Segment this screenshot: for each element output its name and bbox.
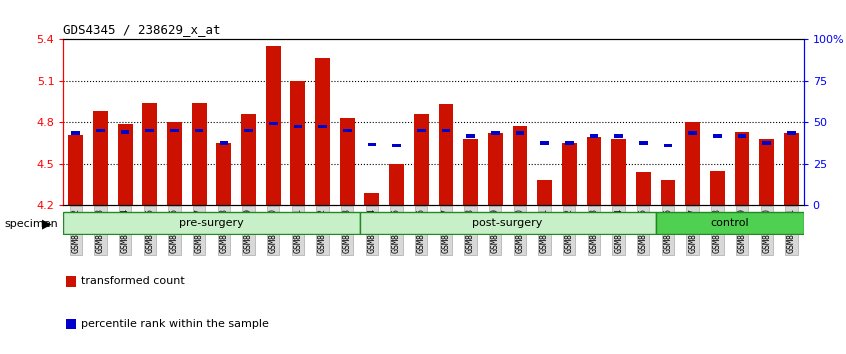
Bar [217, 143, 231, 205]
Bar [787, 131, 796, 135]
Bar [195, 129, 204, 132]
Bar [541, 141, 549, 145]
Bar [488, 133, 503, 205]
Bar [244, 129, 253, 132]
Bar [414, 114, 429, 205]
Bar [689, 131, 697, 135]
Bar [393, 144, 401, 147]
Text: control: control [711, 218, 749, 228]
Bar [340, 118, 354, 205]
Bar [365, 193, 379, 205]
Bar [515, 131, 525, 135]
Bar [442, 129, 450, 132]
Bar [389, 164, 404, 205]
Bar [69, 135, 83, 205]
Bar [661, 181, 675, 205]
Bar [784, 133, 799, 205]
Bar [118, 124, 133, 205]
Bar [343, 129, 352, 132]
Text: GDS4345 / 238629_x_at: GDS4345 / 238629_x_at [63, 23, 221, 36]
FancyBboxPatch shape [63, 212, 360, 234]
Bar [290, 81, 305, 205]
Bar [167, 122, 182, 205]
Bar [170, 129, 179, 132]
Bar [710, 171, 725, 205]
Bar [614, 134, 623, 138]
Bar [367, 143, 376, 146]
Bar [590, 134, 598, 138]
Text: specimen: specimen [4, 219, 58, 229]
Bar [219, 141, 228, 145]
Bar [71, 131, 80, 135]
Text: transformed count: transformed count [81, 276, 185, 286]
Bar [96, 129, 105, 132]
Bar [759, 139, 774, 205]
Bar [513, 126, 527, 205]
Bar [466, 134, 475, 138]
Bar [241, 114, 255, 205]
FancyBboxPatch shape [656, 212, 804, 234]
Text: ▶: ▶ [41, 218, 52, 230]
Bar [438, 104, 453, 205]
Text: post-surgery: post-surgery [472, 218, 543, 228]
Bar [93, 111, 107, 205]
Bar [146, 129, 154, 132]
Bar [685, 122, 700, 205]
Bar [639, 141, 648, 145]
Bar [611, 139, 626, 205]
Bar [315, 58, 330, 205]
Bar [417, 129, 426, 132]
Bar [294, 125, 302, 128]
Bar [713, 134, 722, 138]
Text: percentile rank within the sample: percentile rank within the sample [81, 319, 269, 329]
Bar [142, 103, 157, 205]
Bar [537, 181, 552, 205]
Bar [318, 125, 327, 128]
Bar [586, 137, 602, 205]
Bar [266, 46, 281, 205]
Bar [121, 130, 129, 133]
Bar [762, 141, 771, 145]
FancyBboxPatch shape [360, 212, 656, 234]
Bar [491, 131, 500, 135]
Bar [269, 122, 277, 125]
Bar [738, 134, 746, 138]
Bar [565, 141, 574, 145]
Bar [636, 172, 651, 205]
Bar [192, 103, 206, 205]
Bar [734, 132, 750, 205]
Bar [463, 139, 478, 205]
Bar [663, 144, 673, 147]
Text: pre-surgery: pre-surgery [179, 218, 244, 228]
Bar [562, 143, 577, 205]
